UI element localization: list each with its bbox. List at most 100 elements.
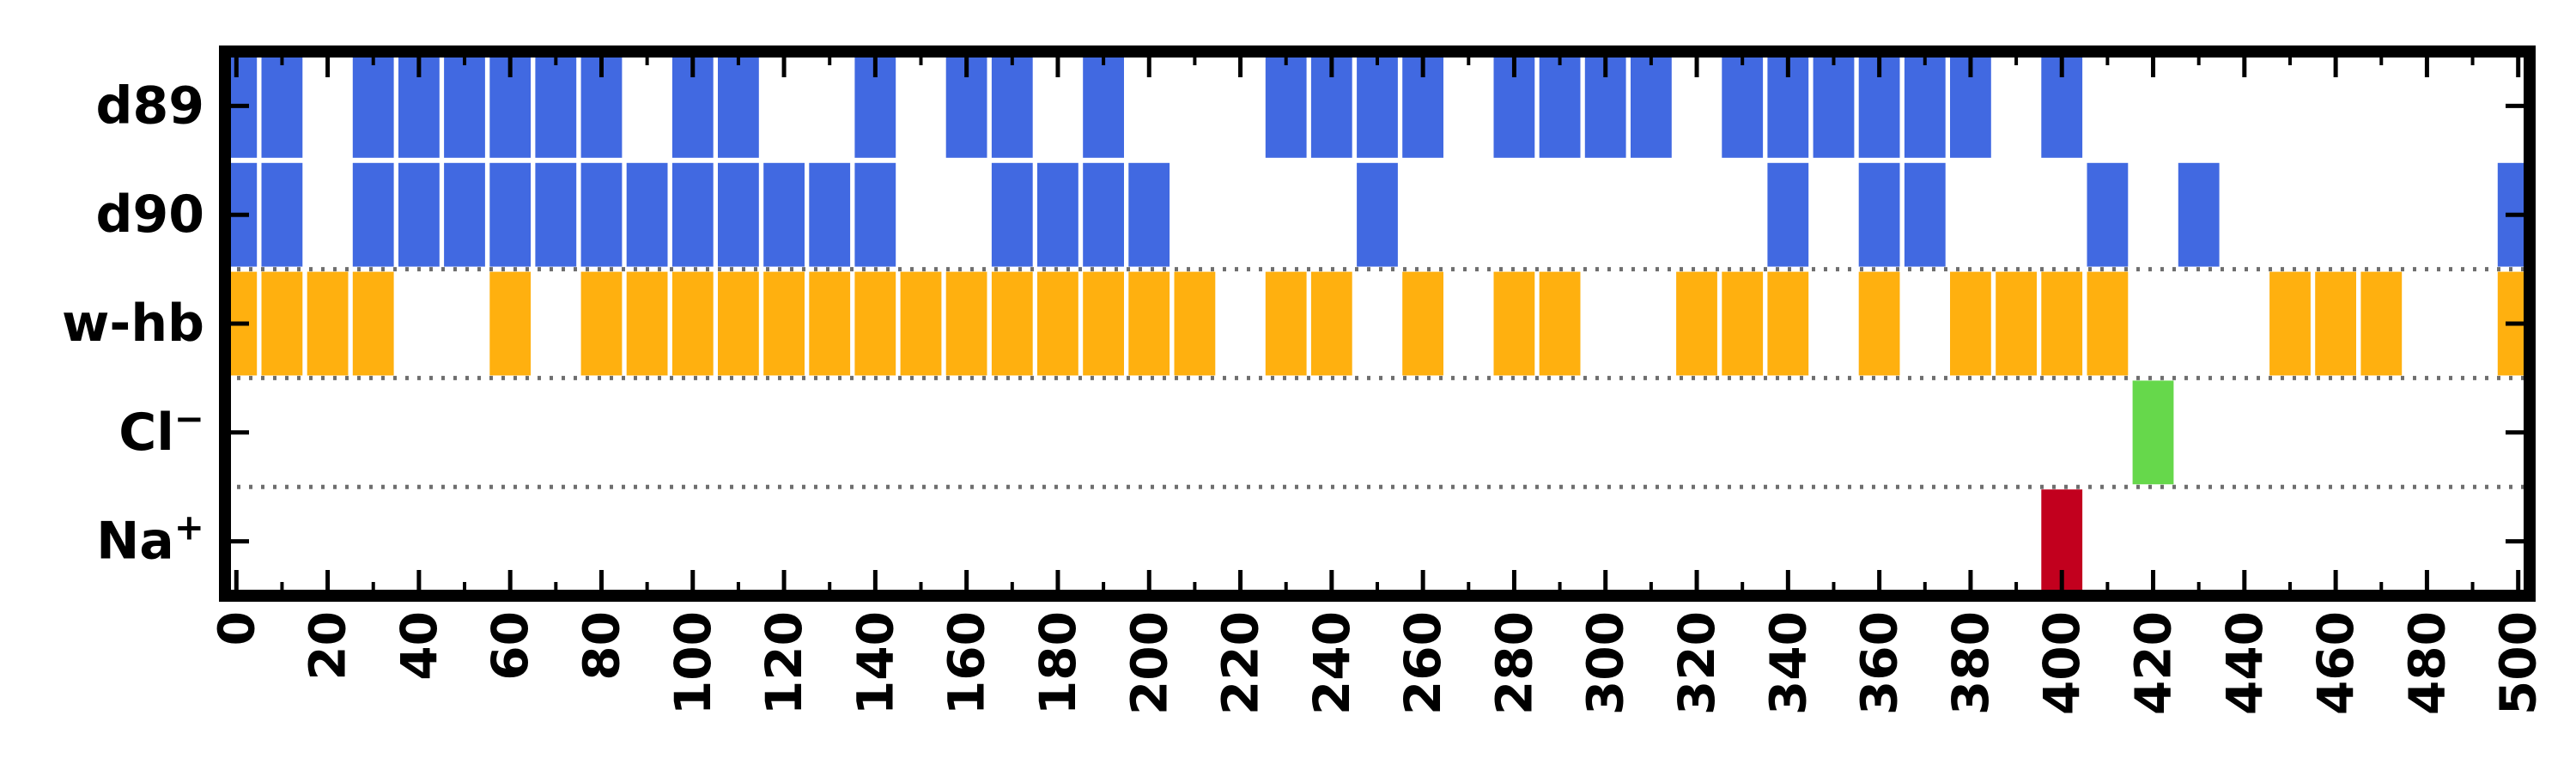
cell-d89-30 (352, 54, 394, 158)
x-tick-label: 260 (1394, 611, 1452, 715)
cell-whb-330 (1722, 271, 1764, 376)
cell-whb-100 (671, 271, 714, 376)
x-tick-label: 80 (573, 611, 631, 681)
cell-whb-410 (2087, 271, 2129, 376)
cell-d89-310 (1631, 54, 1672, 158)
cell-d90-250 (1357, 162, 1398, 267)
cell-d89-10 (261, 54, 303, 158)
cell-whb-450 (2269, 271, 2311, 376)
cell-d90-100 (671, 162, 714, 267)
cell-d90-360 (1858, 162, 1900, 267)
row-label: d89 (96, 76, 204, 136)
cell-d89-350 (1813, 54, 1855, 158)
cell-whb-290 (1539, 271, 1581, 376)
x-tick-label: 420 (2124, 611, 2183, 715)
cell-d90-60 (489, 162, 532, 267)
row-label-text: Cl (118, 403, 174, 463)
x-tick-label: 0 (207, 611, 265, 646)
row-label: Cl− (118, 397, 204, 463)
x-tick-labels: 0 20 40 60 80 100 120 140 160 180 200 220 240 260 280 3… (207, 611, 2547, 715)
cell-whb-90 (626, 271, 668, 376)
cell-whb-390 (1996, 271, 2037, 376)
cell-whb-230 (1265, 271, 1307, 376)
cell-d90-90 (626, 162, 668, 267)
x-tick-label: 100 (664, 611, 722, 715)
cell-d89-370 (1904, 54, 1946, 158)
cell-whb-280 (1493, 271, 1535, 376)
cell-d90-70 (535, 162, 577, 267)
x-tick-label: 500 (2489, 611, 2548, 715)
row-label-text: w-hb (62, 294, 204, 354)
cell-d89-330 (1722, 54, 1764, 158)
cell-whb-470 (2360, 271, 2403, 376)
x-tick-label: 440 (2215, 611, 2274, 715)
cell-whb-340 (1767, 271, 1809, 376)
cell-whb-140 (854, 271, 896, 376)
cell-d90-370 (1904, 162, 1946, 267)
cell-d89-290 (1539, 54, 1581, 158)
cell-whb-380 (1950, 271, 1991, 376)
x-tick-label: 120 (755, 611, 813, 715)
cell-whb-130 (809, 271, 851, 376)
x-tick-label: 380 (1941, 611, 2000, 715)
row-label-text: d90 (96, 185, 204, 245)
cell-d89-50 (444, 54, 485, 158)
cell-whb-190 (1083, 271, 1124, 376)
cell-whb-180 (1037, 271, 1078, 376)
x-tick-label: 20 (299, 611, 357, 681)
cell-whb-30 (352, 271, 394, 376)
cell-d90-120 (763, 162, 805, 267)
cell-whb-320 (1676, 271, 1717, 376)
plot-frame (219, 45, 2536, 602)
x-tick-label: 160 (938, 611, 996, 715)
row-label-text: d89 (96, 76, 204, 136)
cell-d90-50 (444, 162, 485, 267)
cell-d90-410 (2087, 162, 2129, 267)
x-tick-label: 60 (481, 611, 539, 681)
x-tick-label: 360 (1850, 611, 1909, 715)
cell-whb-240 (1310, 271, 1352, 376)
cell-d90-340 (1767, 162, 1809, 267)
cell-d90-80 (580, 162, 623, 267)
row-label: Na+ (96, 506, 204, 572)
row-label-text: Na (96, 512, 174, 572)
row-labels: d89 d90 w-hb Cl− Na+ (62, 76, 204, 571)
x-tick-label: 320 (1668, 611, 1726, 715)
cell-whb-170 (991, 271, 1033, 376)
cell-d90-30 (352, 162, 394, 267)
cell-d89-230 (1265, 54, 1307, 158)
cell-d90-10 (261, 162, 303, 267)
cell-d90-110 (718, 162, 759, 267)
cell-whb-110 (718, 271, 759, 376)
cell-whb-160 (945, 271, 987, 376)
cell-d89-190 (1083, 54, 1124, 158)
cell-d90-140 (854, 162, 896, 267)
x-tick-label: 140 (846, 611, 904, 715)
x-tick-label: 300 (1577, 611, 1635, 715)
cell-cl-420 (2132, 380, 2174, 485)
x-tick-label: 460 (2306, 611, 2365, 715)
x-tick-label: 220 (1212, 611, 1270, 715)
cell-whb-460 (2315, 271, 2356, 376)
cell-d90-130 (809, 162, 851, 267)
cell-d90-190 (1083, 162, 1124, 267)
cell-whb-20 (307, 271, 349, 376)
cell-whb-400 (2041, 271, 2083, 376)
row-label-superscript: − (174, 397, 204, 440)
x-tick-label: 200 (1120, 611, 1178, 715)
cell-d89-110 (718, 54, 759, 158)
x-tick-label: 480 (2397, 611, 2456, 715)
cell-d90-430 (2178, 162, 2220, 267)
cell-whb-150 (900, 271, 942, 376)
x-tick-label: 400 (2032, 611, 2091, 715)
x-tick-label: 340 (1759, 611, 1817, 715)
cell-whb-120 (763, 271, 805, 376)
x-tick-label: 280 (1485, 611, 1543, 715)
cell-whb-10 (261, 271, 303, 376)
cell-d89-170 (991, 54, 1033, 158)
cell-d90-170 (991, 162, 1033, 267)
cell-d89-70 (535, 54, 577, 158)
cell-d90-180 (1037, 162, 1078, 267)
cell-d89-250 (1357, 54, 1398, 158)
